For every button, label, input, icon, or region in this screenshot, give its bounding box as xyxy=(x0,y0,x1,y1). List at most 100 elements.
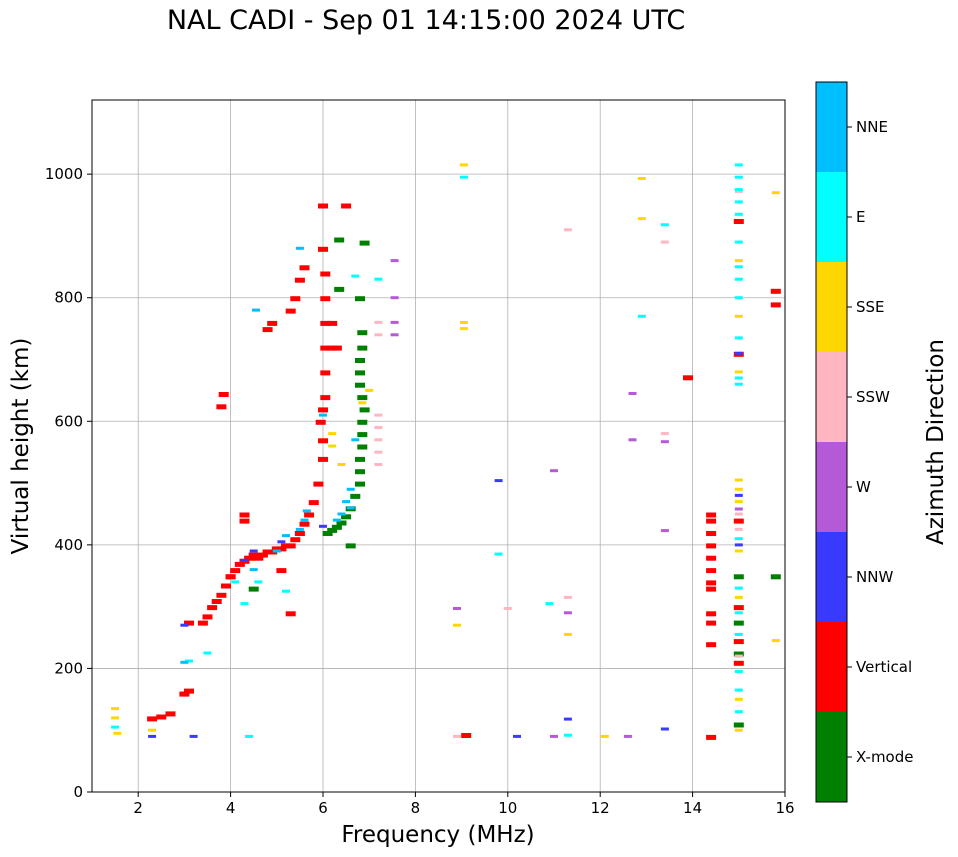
data-point-e xyxy=(374,277,383,281)
data-point-vertical xyxy=(184,688,194,694)
data-point-sse xyxy=(734,487,743,491)
data-point-vertical xyxy=(733,639,744,645)
data-point-e xyxy=(734,240,743,244)
data-point-e xyxy=(637,314,646,318)
data-point-sse xyxy=(734,478,743,482)
data-point-ssw xyxy=(374,413,383,417)
data-point-x-mode xyxy=(345,543,356,549)
data-point-nne xyxy=(249,568,258,572)
data-point-vertical xyxy=(683,375,693,381)
data-point-vertical xyxy=(285,611,296,617)
data-point-w xyxy=(550,469,558,473)
data-point-w xyxy=(628,438,637,442)
data-point-vertical xyxy=(294,531,305,536)
y-tick-label: 200 xyxy=(54,659,83,677)
data-point-nne xyxy=(342,500,351,504)
data-point-vertical xyxy=(202,614,213,620)
colorbar-tick-label: W xyxy=(856,478,871,496)
data-point-sse xyxy=(771,191,780,195)
data-point-x-mode xyxy=(357,330,368,336)
data-point-vertical xyxy=(218,392,229,397)
data-point-nnw xyxy=(240,558,249,562)
data-point-e xyxy=(734,175,743,179)
data-point-w xyxy=(734,507,743,511)
data-point-w xyxy=(550,734,558,738)
data-point-e xyxy=(734,710,743,714)
data-point-nnw xyxy=(148,734,157,738)
plot-frame xyxy=(91,99,786,793)
data-point-x-mode xyxy=(355,481,365,487)
data-point-e xyxy=(545,602,554,606)
data-point-vertical xyxy=(308,500,319,506)
data-point-e xyxy=(734,188,743,192)
data-point-x-mode xyxy=(733,651,744,657)
data-point-vertical xyxy=(320,320,331,326)
colorbar-frame xyxy=(815,81,848,803)
colorbar-swatch xyxy=(816,262,847,352)
data-point-x-mode xyxy=(770,574,781,580)
data-point-ssw xyxy=(563,595,572,599)
data-point-vertical xyxy=(320,370,331,376)
data-point-x-mode xyxy=(334,286,345,292)
data-point-e xyxy=(734,296,743,300)
data-point-x-mode xyxy=(327,527,338,533)
colorbar-tick-label: NNW xyxy=(856,568,893,586)
data-point-e xyxy=(734,611,743,615)
data-point-vertical xyxy=(318,407,328,413)
data-point-ssw xyxy=(374,320,383,324)
data-point-e xyxy=(494,552,503,556)
data-point-e xyxy=(660,223,669,227)
data-point-vertical xyxy=(211,599,222,604)
y-axis-label: Virtual height (km) xyxy=(8,338,34,555)
x-tick-label: 6 xyxy=(318,799,328,817)
data-point-sse xyxy=(734,500,743,504)
y-axis-ticks: 0 200 400 600 800 1000 xyxy=(45,165,92,801)
data-point-e xyxy=(185,659,193,663)
data-point-nnw xyxy=(513,734,521,738)
data-point-nne xyxy=(346,506,355,510)
data-point-vertical xyxy=(294,277,305,283)
colorbar-tick-label: SSW xyxy=(856,388,890,406)
data-point-ssw xyxy=(660,432,669,436)
data-point-nne xyxy=(332,518,341,522)
data-point-vertical xyxy=(179,691,190,697)
data-point-vertical xyxy=(234,561,245,567)
data-point-vertical xyxy=(239,512,250,518)
data-point-x-mode xyxy=(350,493,361,499)
data-point-x-mode xyxy=(322,531,333,536)
data-point-vertical xyxy=(315,419,326,425)
data-points xyxy=(111,163,781,740)
data-point-e xyxy=(734,163,743,167)
data-point-vertical xyxy=(733,605,744,611)
data-point-vertical xyxy=(230,568,241,574)
data-point-sse xyxy=(459,320,468,324)
data-point-x-mode xyxy=(355,382,365,388)
data-point-vertical xyxy=(318,246,328,252)
data-point-sse xyxy=(459,163,468,167)
data-point-x-mode xyxy=(355,358,365,363)
data-point-w xyxy=(628,392,637,395)
colorbar-swatch xyxy=(816,172,847,262)
data-point-w xyxy=(390,259,399,263)
data-point-sse xyxy=(328,432,337,436)
data-point-x-mode xyxy=(355,469,365,475)
data-point-vertical xyxy=(770,288,781,294)
data-point-vertical xyxy=(276,546,287,552)
data-point-x-mode xyxy=(334,237,345,243)
data-point-nne xyxy=(337,512,346,516)
data-point-vertical xyxy=(156,714,167,720)
data-point-vertical xyxy=(285,543,296,549)
data-point-vertical xyxy=(706,518,717,524)
data-point-e xyxy=(734,277,743,281)
colorbar-swatch xyxy=(816,712,847,802)
data-point-nnw xyxy=(189,734,198,738)
data-point-w xyxy=(453,607,461,610)
data-point-vertical xyxy=(706,543,717,549)
data-point-sse xyxy=(734,259,743,263)
data-point-vertical xyxy=(341,203,352,209)
data-point-nnw xyxy=(494,479,503,483)
data-point-vertical xyxy=(461,733,472,738)
data-point-x-mode xyxy=(733,722,744,728)
x-tick-label: 8 xyxy=(411,799,421,817)
